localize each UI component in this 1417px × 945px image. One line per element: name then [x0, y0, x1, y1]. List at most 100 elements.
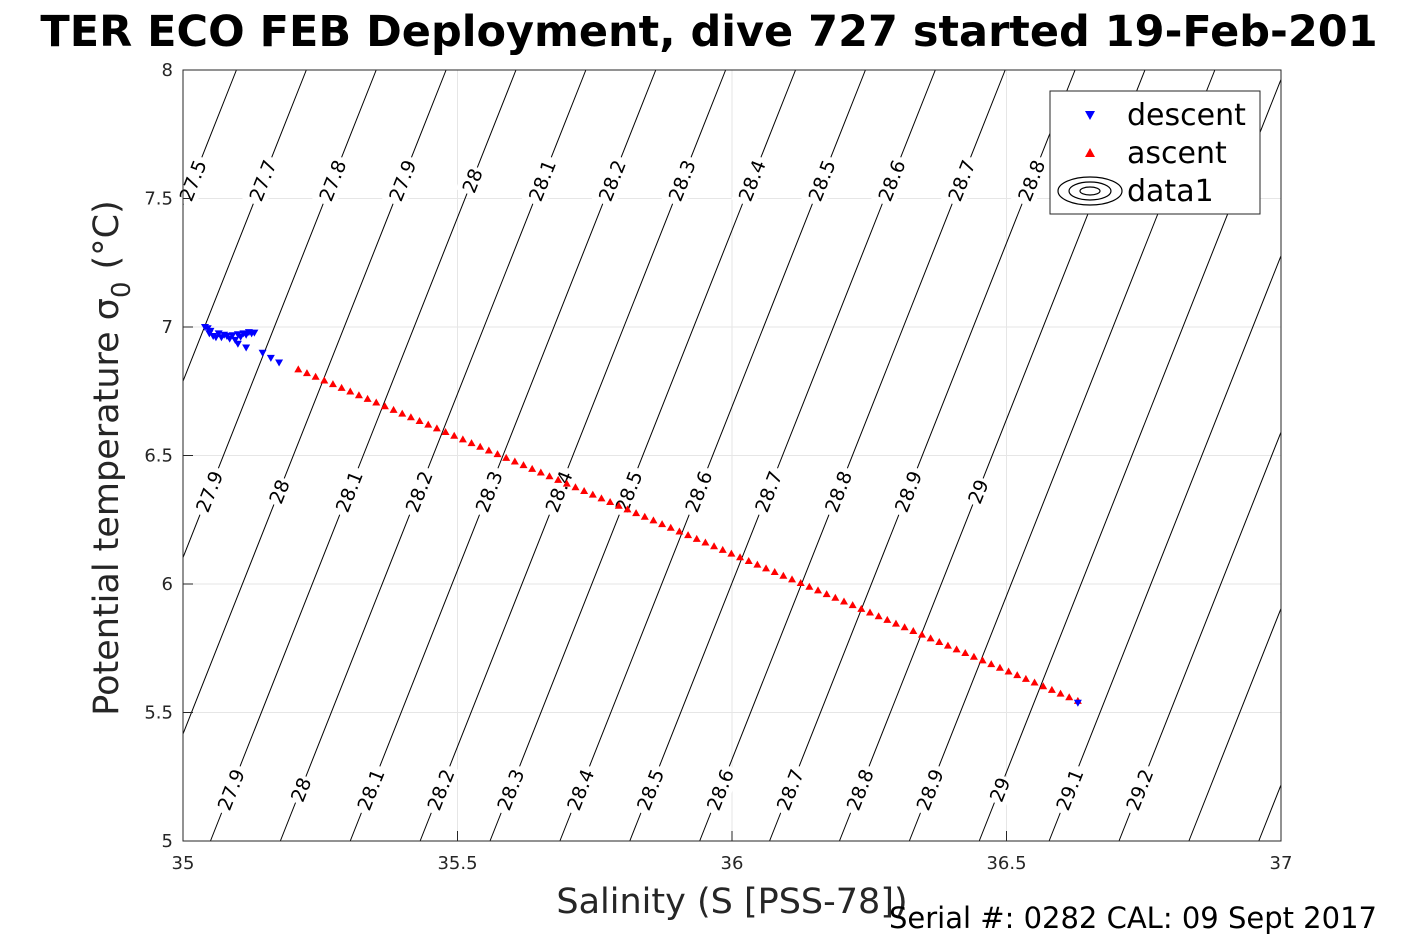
ascent-point [805, 582, 814, 590]
contour-label-text: 28.4 [563, 766, 599, 813]
ascent-point [632, 509, 641, 517]
descent-point [228, 332, 237, 340]
contour-label-text: 28.8 [843, 766, 879, 813]
contour-label: 28.2 [591, 152, 633, 209]
ascent-point [398, 409, 407, 417]
contour-label: 28.8 [1010, 152, 1052, 209]
descent-point [231, 336, 240, 344]
contour-label-gap [983, 772, 1016, 808]
contour-label-gap [909, 761, 951, 818]
contour-label: 28.5 [801, 152, 842, 209]
ascent-point [1047, 685, 1056, 693]
contour-label-gap [699, 761, 741, 818]
ascent-point [987, 660, 996, 668]
ascent-point [337, 383, 346, 391]
contour-label: 28.3 [468, 463, 510, 520]
contour-label-gap [172, 152, 213, 209]
contour-label-text: 28.5 [805, 157, 841, 204]
ascent-point [1030, 678, 1039, 686]
contour-label-text: 27.9 [385, 157, 421, 204]
ascent-point [736, 553, 745, 561]
ascent-point [969, 652, 978, 660]
contour-label-text: 27.5 [176, 157, 212, 204]
contour-label-text: 28.6 [703, 766, 739, 813]
x-axis-label: Salinity (S [PSS-78]) [556, 882, 907, 922]
legend: descent ascent data1 [1049, 90, 1261, 215]
ascent-point [744, 556, 753, 564]
contour-label-text: 28.4 [542, 468, 578, 515]
ascent-point [458, 435, 467, 443]
contour-label-gap [559, 761, 601, 818]
y-axis-label-subscript: 0 [107, 281, 137, 298]
contour-label-gap [312, 152, 353, 209]
ascent-point [328, 380, 337, 388]
contour-label-gap [262, 474, 296, 509]
contour-label-text: 28.6 [874, 157, 910, 204]
ascent-point [978, 656, 987, 664]
contour-label-gap [468, 463, 510, 520]
serial-calibration-note: Serial #: 0282 CAL: 09 Sept 2017 [889, 901, 1377, 935]
contour-label: 27.8 [312, 152, 353, 209]
contour-label-gap [455, 163, 489, 198]
contour-label-text: 28.8 [1014, 157, 1050, 204]
ascent-point [839, 597, 848, 605]
descent-point [1073, 699, 1082, 707]
contour-label-gap [188, 463, 230, 520]
x-tick-label: 35 [172, 853, 195, 874]
contour-label-text: 28.1 [525, 157, 561, 204]
contour-label-gap [871, 152, 912, 209]
ascent-point [554, 475, 563, 483]
contour-label-text: 28.6 [681, 468, 717, 515]
contour-label: 28.5 [629, 761, 671, 818]
ascent-point [770, 568, 779, 576]
ascent-point [606, 498, 615, 506]
ascent-point [675, 527, 684, 535]
contour-label-text: 28.3 [665, 157, 701, 204]
y-tick-label: 5 [162, 831, 173, 852]
contour-label-gap [817, 463, 859, 520]
contour-label: 28.8 [817, 463, 859, 520]
ascent-point [796, 579, 805, 587]
isopycnal-line [209, 69, 517, 842]
ascent-point [389, 405, 398, 413]
isopycnal-line [1048, 255, 1282, 842]
ascent-point [1056, 689, 1065, 697]
ascent-point [1021, 674, 1030, 682]
contour-label-gap [941, 152, 982, 209]
contour-label-gap [678, 463, 719, 520]
ascent-point [519, 461, 528, 469]
ascent-point [294, 365, 303, 373]
ascent-point [935, 637, 944, 645]
contour-label-gap [1049, 761, 1090, 818]
contour-label-text: 28.7 [773, 766, 809, 813]
contour-label-text: 29.1 [1052, 766, 1088, 813]
contour-label-text: 27.9 [192, 468, 228, 515]
ascent-point [814, 586, 823, 594]
ascent-point [597, 494, 606, 502]
ascent-point [424, 420, 433, 428]
chart-title: TER ECO FEB Deployment, dive 727 started… [40, 7, 1377, 57]
ascent-point [883, 615, 892, 623]
y-tick-label: 7 [162, 317, 173, 338]
ascent-point [943, 641, 952, 649]
ascent-point [614, 501, 623, 509]
ascent-point [857, 604, 866, 612]
contour-label: 28.8 [839, 761, 881, 818]
contour-label-gap [961, 474, 995, 509]
ascent-point [762, 564, 771, 572]
x-tick-label: 36 [721, 853, 744, 874]
contour-label-text: 27.7 [245, 157, 281, 204]
contour-label: 27.9 [381, 152, 423, 209]
ascent-point [415, 416, 424, 424]
x-tick-label: 35.5 [437, 853, 477, 874]
contour-label-gap [731, 152, 773, 209]
contour-label-gap [769, 761, 811, 818]
contour-label-text: 27.9 [214, 766, 250, 813]
contour-label-text: 28.9 [913, 766, 949, 813]
y-axis-label: Potential temperature σ0 (°C) [87, 200, 137, 716]
ascent-point [926, 634, 935, 642]
ascent-point [727, 549, 736, 557]
contour-label: 28.4 [559, 761, 601, 818]
ascent-point [874, 612, 883, 620]
